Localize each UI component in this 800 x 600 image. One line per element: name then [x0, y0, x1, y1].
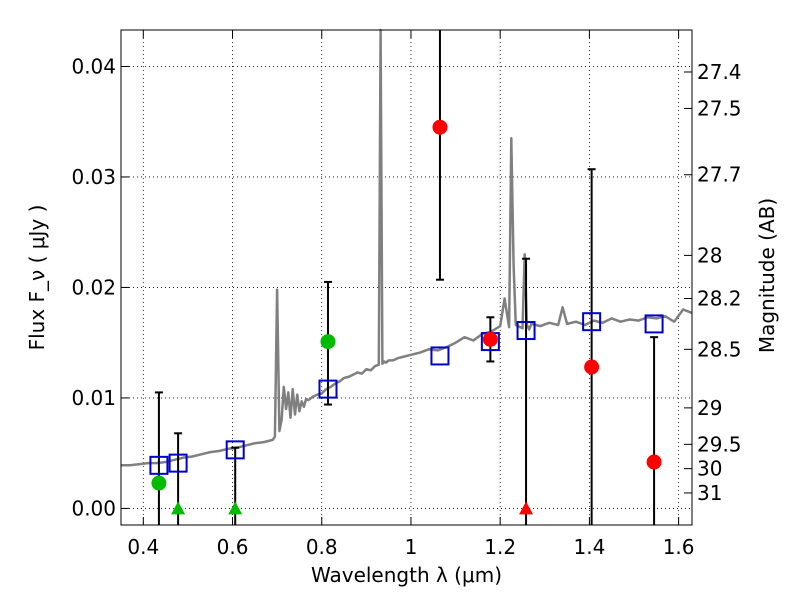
x-tick-label: 1.4 — [573, 535, 605, 559]
model-photometry-square — [582, 312, 602, 332]
upper-limit-marker — [519, 501, 534, 515]
model-photometry-square — [318, 379, 338, 399]
mag-tick-label: 27.5 — [697, 96, 742, 120]
detection-point — [432, 119, 448, 135]
x-tick-label: 1.6 — [663, 535, 695, 559]
mag-tick-label: 28.5 — [697, 337, 742, 361]
model-photometry-square — [644, 314, 664, 334]
model-photometry-square — [168, 453, 188, 473]
upper-limit-marker — [171, 501, 186, 515]
x-tick-label: 0.6 — [217, 535, 249, 559]
detection-point — [151, 475, 167, 491]
detection-point — [584, 359, 600, 375]
model-photometry-square — [225, 440, 245, 460]
detection-point — [646, 454, 662, 470]
plot-frame — [120, 29, 693, 526]
errorbar-layer — [154, 30, 659, 525]
mag-tick-label: 30 — [697, 457, 722, 481]
x-axis-label: Wavelength λ (μm) — [311, 563, 502, 587]
x-tick-label: 1.2 — [484, 535, 516, 559]
spectrum-layer — [121, 28, 693, 467]
mag-tick-label: 29 — [697, 396, 722, 420]
y-axis-label-right: Magnitude (AB) — [755, 198, 779, 353]
x-tick-label: 1 — [405, 535, 418, 559]
mag-tick-label: 27.7 — [697, 163, 742, 187]
grid-layer — [121, 30, 692, 525]
y-axis-label-left: Flux F_ν ( μJy ) — [25, 205, 49, 351]
x-tick-label: 0.4 — [127, 535, 159, 559]
y-tick-label: 0.03 — [71, 165, 116, 189]
model-photometry-square — [149, 455, 169, 475]
marker-layer — [149, 119, 664, 515]
y-tick-label: 0.00 — [71, 496, 116, 520]
mag-tick-label: 28.2 — [697, 286, 742, 310]
detection-point — [320, 334, 336, 350]
mag-tick-label: 27.4 — [697, 60, 742, 84]
mag-tick-label: 28 — [697, 243, 722, 267]
y-tick-label: 0.04 — [71, 54, 116, 78]
x-tick-label: 0.8 — [306, 535, 338, 559]
model-photometry-square — [430, 346, 450, 366]
tick-layer: 0.4 0.6 0.8 1 1.2 1.4 1.6 0.00 0.01 0.02 0.03 0.04 2… — [71, 30, 742, 559]
detection-point — [482, 331, 498, 347]
upper-limit-marker — [228, 501, 243, 515]
y-tick-label: 0.02 — [71, 275, 116, 299]
y-tick-label: 0.01 — [71, 386, 116, 410]
spectrum-line — [121, 28, 693, 467]
mag-tick-label: 29.5 — [697, 432, 742, 456]
model-photometry-square — [516, 321, 536, 341]
mag-tick-label: 31 — [697, 481, 722, 505]
